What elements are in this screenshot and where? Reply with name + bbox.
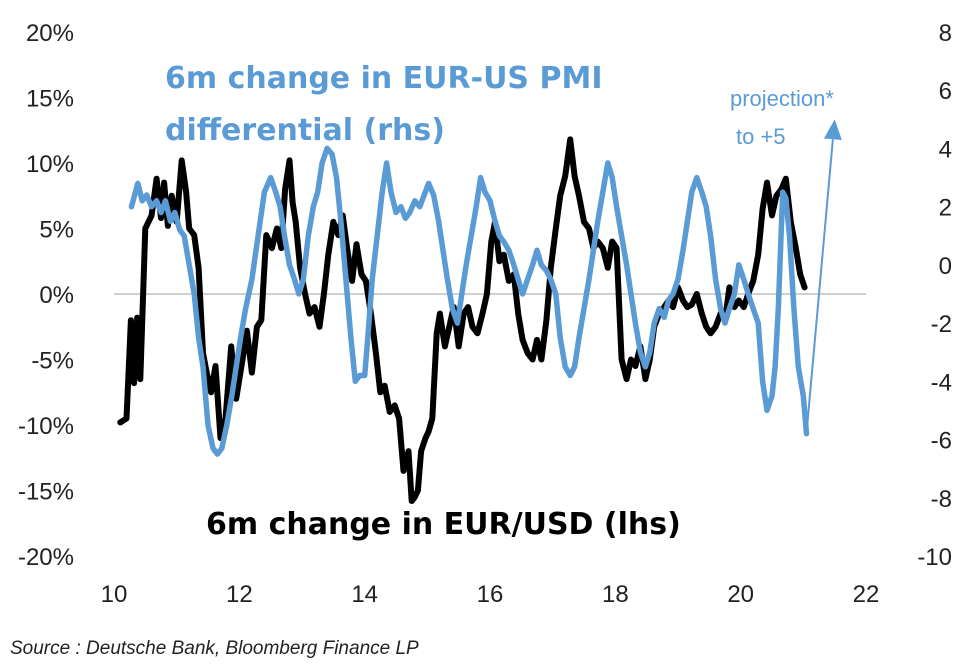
projection-arrow-line xyxy=(805,139,834,434)
left-tick-label: -15% xyxy=(18,479,74,506)
left-tick-label: 10% xyxy=(26,151,74,178)
left-tick-label: 20% xyxy=(26,20,74,47)
right-tick-label: -6 xyxy=(931,428,952,455)
right-tick-label: -2 xyxy=(931,311,952,338)
left-tick-label: 5% xyxy=(39,217,74,244)
eurusd-label: 6m change in EUR/USD (lhs) xyxy=(206,507,681,542)
projection-layer xyxy=(805,119,842,434)
right-tick-label: 2 xyxy=(939,195,952,222)
x-tick-label: 16 xyxy=(477,581,504,608)
pmi-label-line1: 6m change in EUR-US PMI xyxy=(165,61,603,96)
x-tick-label: 20 xyxy=(727,581,754,608)
series-layer xyxy=(117,136,810,504)
right-tick-label: 0 xyxy=(939,253,952,280)
right-tick-label: 8 xyxy=(939,20,952,47)
x-axis-ticks: 10 12 14 16 18 20 22 xyxy=(101,581,880,608)
left-tick-label: 15% xyxy=(26,86,74,113)
projection-label-line1: projection* xyxy=(730,86,834,111)
left-tick-label: -5% xyxy=(31,348,74,375)
projection-label-line2: to +5 xyxy=(736,124,786,149)
left-tick-label: -20% xyxy=(18,544,74,571)
pmi-label-line2: differential (rhs) xyxy=(165,113,445,148)
right-tick-label: 4 xyxy=(939,136,952,163)
right-tick-label: -10 xyxy=(917,544,952,571)
x-tick-label: 10 xyxy=(101,581,128,608)
x-tick-label: 14 xyxy=(351,581,378,608)
x-tick-label: 12 xyxy=(226,581,253,608)
projection-arrow-head xyxy=(823,119,842,141)
left-tick-label: -10% xyxy=(18,413,74,440)
right-tick-label: -4 xyxy=(931,369,952,396)
right-axis-ticks: 8 6 4 2 0 -2 -4 -6 -8 -10 xyxy=(917,20,952,571)
right-tick-label: 6 xyxy=(939,78,952,105)
left-tick-label: 0% xyxy=(39,282,74,309)
left-axis-ticks: 20% 15% 10% 5% 0% -5% -10% -15% -20% xyxy=(18,20,74,571)
source-note: Source : Deutsche Bank, Bloomberg Financ… xyxy=(10,638,419,659)
pmi-differential-line xyxy=(128,145,810,457)
right-tick-label: -8 xyxy=(931,486,952,513)
x-tick-label: 18 xyxy=(602,581,629,608)
x-tick-label: 22 xyxy=(853,581,880,608)
